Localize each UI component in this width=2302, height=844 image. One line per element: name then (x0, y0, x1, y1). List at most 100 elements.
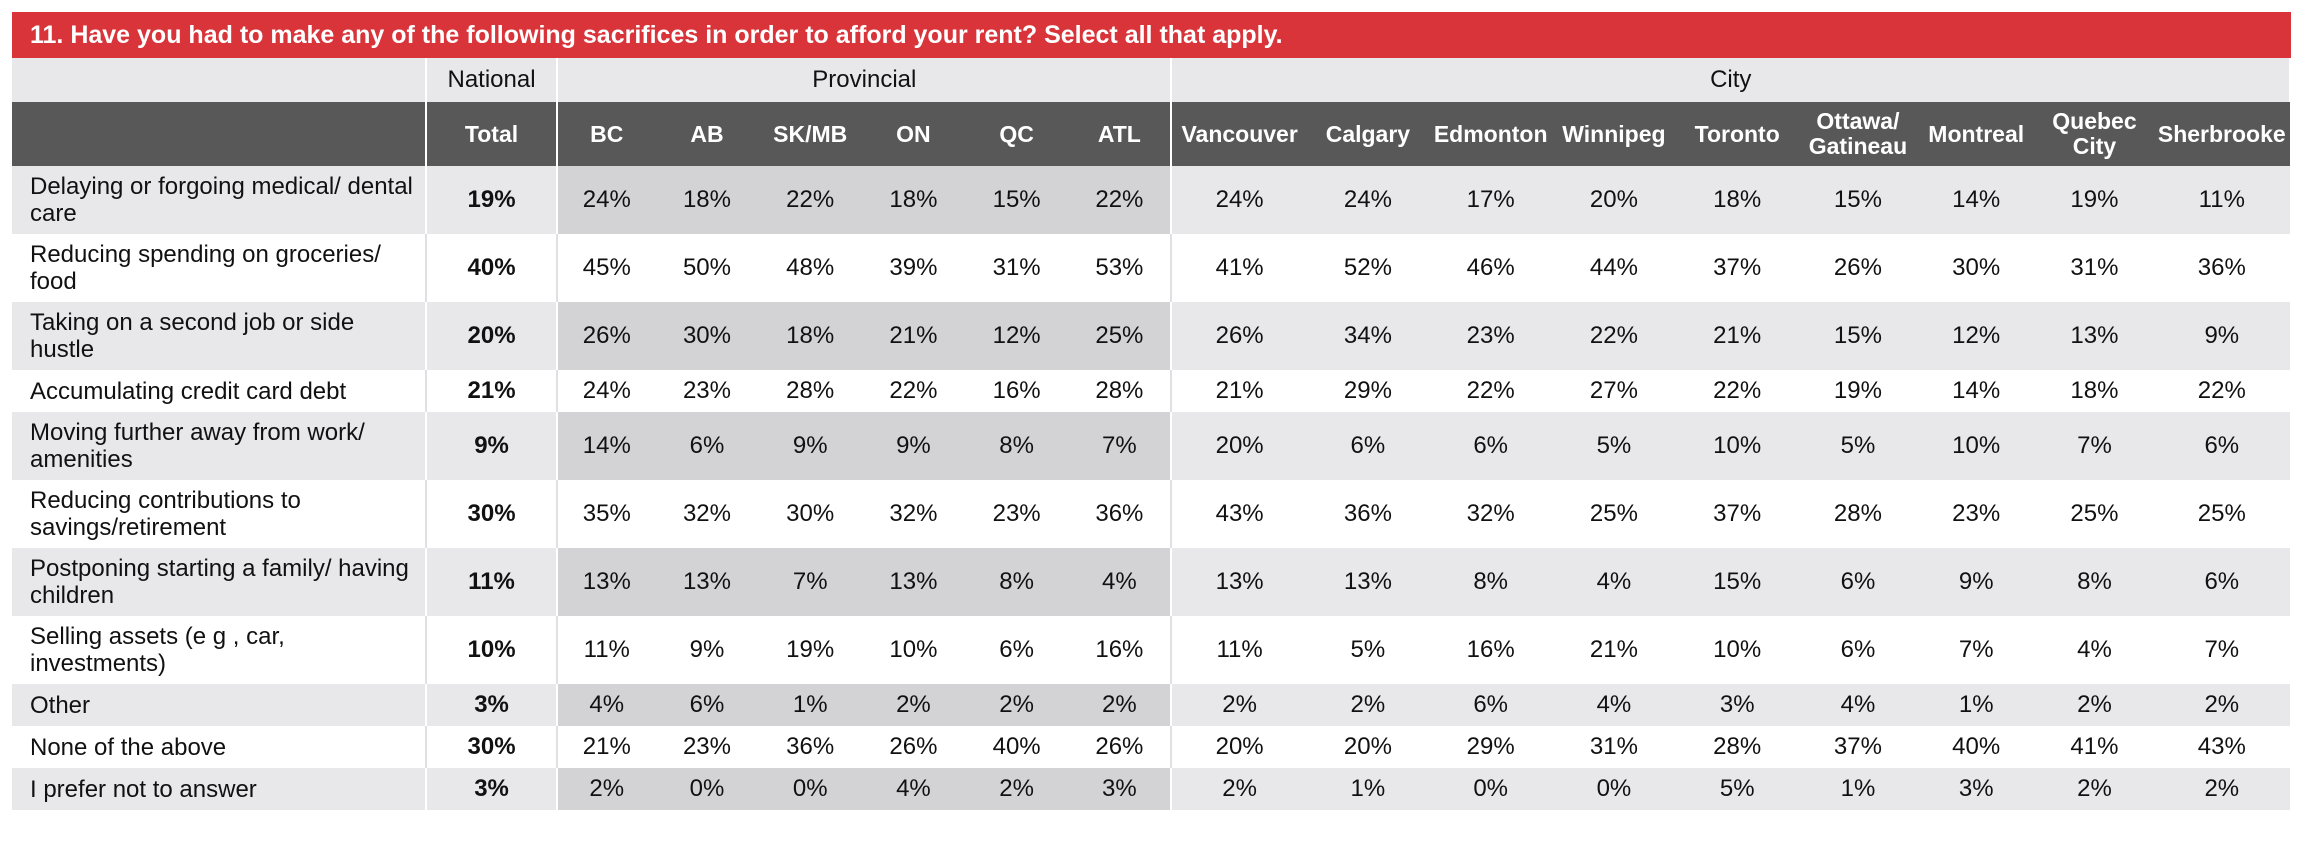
column-header: Montreal (1917, 102, 2036, 166)
cell-total: 30% (425, 726, 559, 768)
cell-value: 37% (1798, 726, 1918, 768)
cell-value: 31% (965, 234, 1069, 302)
cell-value: 4% (1552, 684, 1676, 726)
cell-value: 40% (965, 726, 1069, 768)
cell-value: 2% (965, 768, 1069, 810)
column-header: Ottawa/ Gatineau (1798, 102, 1918, 166)
row-label: Other (12, 684, 427, 726)
cell-value: 7% (2035, 412, 2154, 480)
cell-value: 20% (1171, 412, 1307, 480)
cell-value: 20% (1306, 726, 1430, 768)
cell-value: 4% (2035, 616, 2154, 684)
cell-value: 10% (1675, 616, 1799, 684)
row-label: I prefer not to answer (12, 768, 427, 810)
cell-value: 13% (557, 548, 656, 616)
cell-value: 2% (2035, 684, 2154, 726)
cell-value: 31% (1552, 726, 1676, 768)
cell-value: 28% (1798, 480, 1918, 548)
column-header: Total (425, 102, 559, 166)
cell-value: 50% (655, 234, 759, 302)
cell-value: 26% (1171, 302, 1307, 370)
cell-value: 4% (1068, 548, 1173, 616)
cell-value: 45% (557, 234, 656, 302)
cell-value: 4% (1798, 684, 1918, 726)
cell-value: 52% (1306, 234, 1430, 302)
cell-value: 2% (861, 684, 966, 726)
table-row: Taking on a second job or side hustle 20%… (12, 302, 2290, 370)
cell-value: 30% (758, 480, 862, 548)
cell-value: 30% (655, 302, 759, 370)
cell-value: 21% (861, 302, 966, 370)
cell-value: 21% (557, 726, 656, 768)
cell-value: 11% (1171, 616, 1307, 684)
column-header-row: Total BC AB SK/MB ON QC ATL Vancouver Calgary Edm… (12, 102, 2290, 166)
cell-value: 0% (758, 768, 862, 810)
column-header: Calgary (1306, 102, 1430, 166)
cell-value: 27% (1552, 370, 1676, 412)
cell-value: 26% (1798, 234, 1918, 302)
table-body: Delaying or forgoing medical/ dental car… (12, 166, 2290, 810)
cell-total: 20% (425, 302, 559, 370)
row-label: Moving further away from work/ amenities (12, 412, 427, 480)
cell-value: 1% (1798, 768, 1918, 810)
cell-value: 10% (1675, 412, 1799, 480)
cell-value: 8% (2035, 548, 2154, 616)
cell-value: 32% (1429, 480, 1553, 548)
cell-value: 21% (1675, 302, 1799, 370)
cell-value: 41% (1171, 234, 1307, 302)
cell-value: 17% (1429, 166, 1553, 234)
cell-value: 23% (965, 480, 1069, 548)
cell-value: 46% (1429, 234, 1553, 302)
group-header-row: National Provincial City (12, 58, 2291, 102)
column-header: Winnipeg (1552, 102, 1676, 166)
cell-value: 2% (1171, 768, 1307, 810)
cell-value: 7% (1068, 412, 1173, 480)
cell-total: 40% (425, 234, 559, 302)
cell-value: 9% (2153, 302, 2290, 370)
cell-value: 3% (1917, 768, 2036, 810)
cell-value: 5% (1675, 768, 1799, 810)
cell-value: 26% (861, 726, 966, 768)
table-row: Selling assets (e g , car, investments) 1… (12, 616, 2290, 684)
cell-total: 11% (425, 548, 559, 616)
cell-value: 7% (1917, 616, 2036, 684)
cell-value: 11% (2153, 166, 2290, 234)
cell-value: 34% (1306, 302, 1430, 370)
group-header-national: National (425, 58, 559, 102)
cell-value: 15% (1798, 166, 1918, 234)
cell-value: 1% (1917, 684, 2036, 726)
row-label: Postponing starting a family/ having chi… (12, 548, 427, 616)
cell-total: 3% (425, 768, 559, 810)
cell-value: 23% (655, 726, 759, 768)
cell-value: 6% (1306, 412, 1430, 480)
cell-value: 24% (557, 166, 656, 234)
cell-value: 18% (758, 302, 862, 370)
cell-value: 39% (861, 234, 966, 302)
cell-value: 12% (965, 302, 1069, 370)
cell-value: 19% (1798, 370, 1918, 412)
cell-value: 43% (1171, 480, 1307, 548)
cell-value: 14% (557, 412, 656, 480)
cell-value: 36% (1306, 480, 1430, 548)
cell-value: 3% (1675, 684, 1799, 726)
table-row: Moving further away from work/ amenities… (12, 412, 2290, 480)
group-header-city: City (1171, 58, 2291, 102)
cell-value: 21% (1171, 370, 1307, 412)
cell-value: 9% (758, 412, 862, 480)
cell-value: 8% (965, 548, 1069, 616)
cell-value: 5% (1552, 412, 1676, 480)
cell-value: 25% (1068, 302, 1173, 370)
cell-value: 15% (1675, 548, 1799, 616)
cell-value: 2% (557, 768, 656, 810)
column-header: QC (965, 102, 1069, 166)
cell-value: 2% (1171, 684, 1307, 726)
cell-value: 24% (1171, 166, 1307, 234)
cell-value: 36% (1068, 480, 1173, 548)
cell-value: 8% (1429, 548, 1553, 616)
column-header: ON (861, 102, 966, 166)
cell-value: 6% (2153, 548, 2290, 616)
cell-total: 9% (425, 412, 559, 480)
cell-value: 6% (965, 616, 1069, 684)
cell-value: 3% (1068, 768, 1173, 810)
cell-value: 26% (557, 302, 656, 370)
